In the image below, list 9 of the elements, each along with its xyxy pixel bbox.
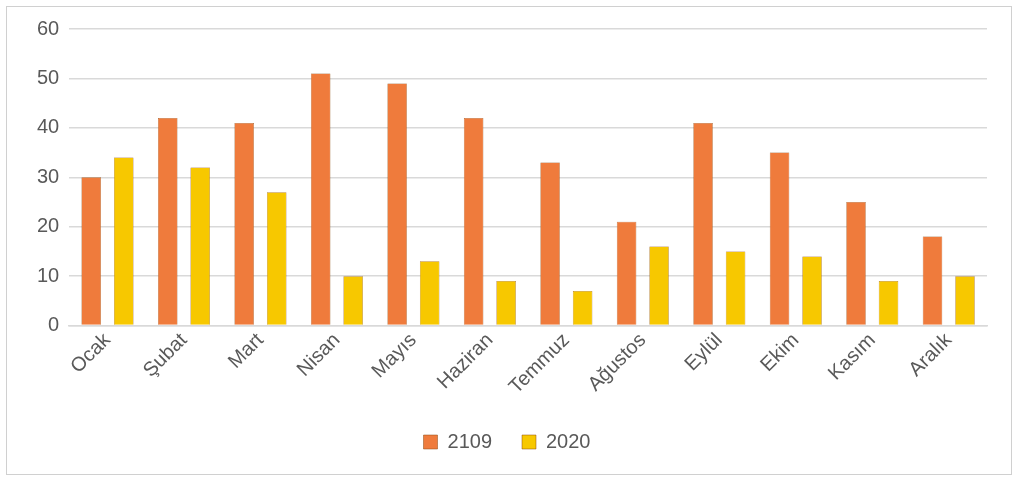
y-tick-label: 0 <box>48 313 60 336</box>
legend-label: 2020 <box>546 429 591 452</box>
legend-label: 2109 <box>447 429 493 452</box>
y-tick-label: 50 <box>37 65 60 88</box>
y-tick-label: 60 <box>37 16 60 39</box>
y-tick-label: 20 <box>37 214 60 237</box>
y-tick-label: 40 <box>37 115 60 138</box>
y-tick-label: 10 <box>37 263 60 286</box>
y-tick-label: 30 <box>37 164 60 187</box>
